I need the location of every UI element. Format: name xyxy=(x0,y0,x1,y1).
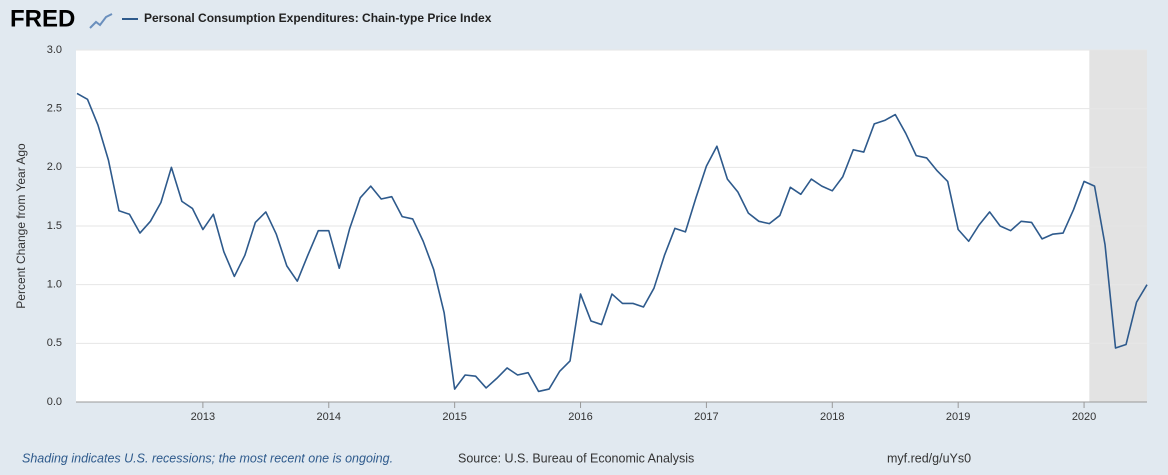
y-tick-label: 2.0 xyxy=(47,161,62,173)
x-tick-label: 2015 xyxy=(442,411,466,423)
y-tick-label: 0.0 xyxy=(47,396,62,408)
y-axis-label: Percent Change from Year Ago xyxy=(14,143,28,309)
source: Source: U.S. Bureau of Economic Analysis xyxy=(458,451,694,465)
y-tick-label: 1.0 xyxy=(47,279,62,291)
logo-icon xyxy=(89,13,113,29)
x-tick-label: 2018 xyxy=(820,411,844,423)
y-tick-label: 1.5 xyxy=(47,220,62,232)
y-tick-label: 0.5 xyxy=(47,337,62,349)
line-series xyxy=(76,92,1148,393)
x-tick-label: 2020 xyxy=(1072,411,1096,423)
logo: FRED xyxy=(10,5,75,32)
x-tick-label: 2013 xyxy=(191,411,215,423)
x-tick-label: 2014 xyxy=(317,411,341,423)
x-tick-label: 2019 xyxy=(946,411,970,423)
legend-label: Personal Consumption Expenditures: Chain… xyxy=(144,11,492,25)
x-tick-label: 2017 xyxy=(694,411,718,423)
y-tick-label: 3.0 xyxy=(47,44,62,56)
y-tick-label: 2.5 xyxy=(47,103,62,115)
url: myf.red/g/uYs0 xyxy=(887,451,971,465)
footnote: Shading indicates U.S. recessions; the m… xyxy=(22,451,393,465)
x-tick-label: 2016 xyxy=(568,411,592,423)
